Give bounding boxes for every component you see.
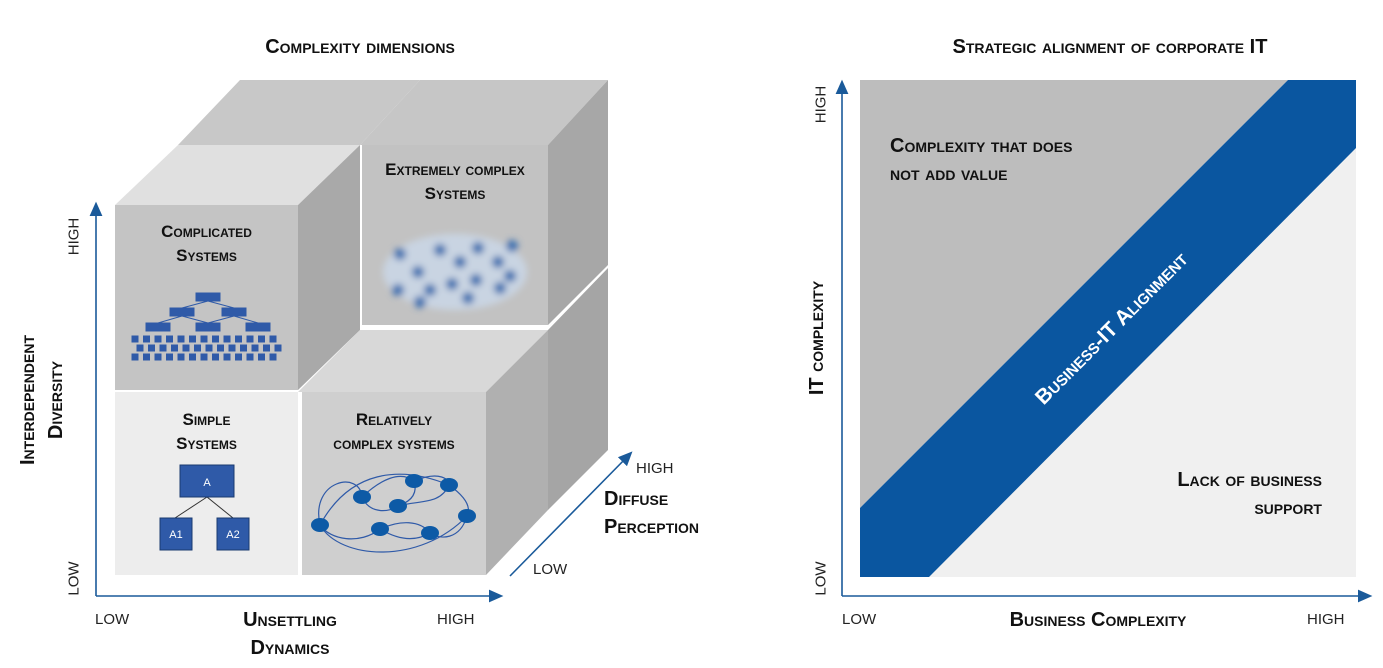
network-diagram [311,473,476,553]
hierarchy-leaf [212,335,219,343]
right-x-low: LOW [842,611,877,628]
cube-mid-top [298,330,548,392]
complicated-label: Complicated Systems [161,222,252,265]
left-y-low: LOW [65,561,83,596]
tree-node-root-label: A [203,477,211,489]
left-x-label: Unsettling Dynamics [243,609,337,659]
hierarchy-leaf [246,353,254,361]
hierarchy-leaf [136,344,144,352]
hierarchy-leaf [177,335,185,343]
hierarchy-leaf [240,344,247,352]
right-x-label: Business Complexity [1009,609,1187,631]
hierarchy-leaf [205,344,213,352]
lower-region-label: Lack of business support [1177,469,1322,519]
right-x-high: HIGH [1307,611,1345,628]
hierarchy-leaf [274,344,282,352]
alignment-band [860,80,1356,577]
hierarchy-leaf [189,335,196,343]
tree-node-right-label: A2 [226,529,239,541]
hierarchy-leaf [166,335,173,343]
hierarchy-leaf [269,335,277,343]
hierarchy-leaf [269,353,277,361]
cube-right-side-front [486,330,548,575]
cube-top-back-right [360,80,608,145]
left-x-low: LOW [95,611,130,628]
hierarchy-leaf [200,353,208,361]
hierarchy-leaf [228,344,236,352]
hierarchy-leaf [154,353,162,361]
complicated-side [298,145,360,390]
tree-node-right [216,517,250,551]
hierarchy-leaf [148,344,155,352]
simple-label: Simple Systems [176,410,237,453]
left-y-high: HIGH [65,217,83,256]
left-z-label: Diffuse Perception [604,488,700,538]
hierarchy-leaf [194,344,201,352]
hierarchy-leaf [131,335,139,343]
hierarchy-leaf [235,335,242,343]
hierarchy-leaf [171,344,178,352]
hierarchy-leaf [200,335,208,343]
cube-top-back-left [178,80,420,145]
hierarchy-leaf [143,353,150,361]
hierarchy-leaf [189,353,196,361]
hierarchy-leaf [154,335,162,343]
upper-region-label: Complexity that does not add value [890,135,1073,185]
left-z-high: HIGH [636,460,674,477]
left-z-low: LOW [533,561,568,578]
hierarchy-leaf [131,353,139,361]
right-y-low: LOW [812,561,830,596]
tree-node-root [179,464,235,498]
relatively-label: Relatively complex systems [333,410,455,453]
hierarchy-leaf [166,353,173,361]
tree-node-left [159,517,193,551]
hierarchy-leaf [177,353,185,361]
blurred-network [383,234,527,310]
hierarchy-leaf [223,335,231,343]
left-title: Complexity dimensions [265,36,455,58]
hierarchy-leaf [159,344,167,352]
right-title: Strategic alignment of corporate IT [952,36,1268,58]
hierarchy-leaf [223,353,231,361]
hierarchy-leaf [251,344,259,352]
hierarchy-leaf [182,344,190,352]
left-z-axis [509,451,633,577]
cube-diagram: A A1 A2 [89,80,633,603]
hierarchy-leaf [212,353,219,361]
extremely-label: Extremely complex Systems [385,160,525,203]
hierarchy-leaf [217,344,224,352]
hierarchy-leaf [263,344,270,352]
hierarchy-diagram [131,292,282,361]
left-y-label: Interdependent Diversity [17,335,67,466]
hierarchy-leaf [258,353,265,361]
hierarchy-leaf [235,353,242,361]
cube-right-side-upper [548,80,608,325]
left-x-high: HIGH [437,611,475,628]
right-y-high: HIGH [812,85,830,124]
simple-tree: A A1 A2 [159,464,250,551]
cube-right-side-lower [548,268,608,510]
hierarchy-leaf [143,335,150,343]
hierarchy-leaf [258,335,265,343]
right-y-label: IT complexity [806,280,828,396]
tree-node-left-label: A1 [169,529,182,541]
cube-top-front-left [115,145,360,205]
hierarchy-leaf [246,335,254,343]
alignment-diagram [835,79,1373,603]
